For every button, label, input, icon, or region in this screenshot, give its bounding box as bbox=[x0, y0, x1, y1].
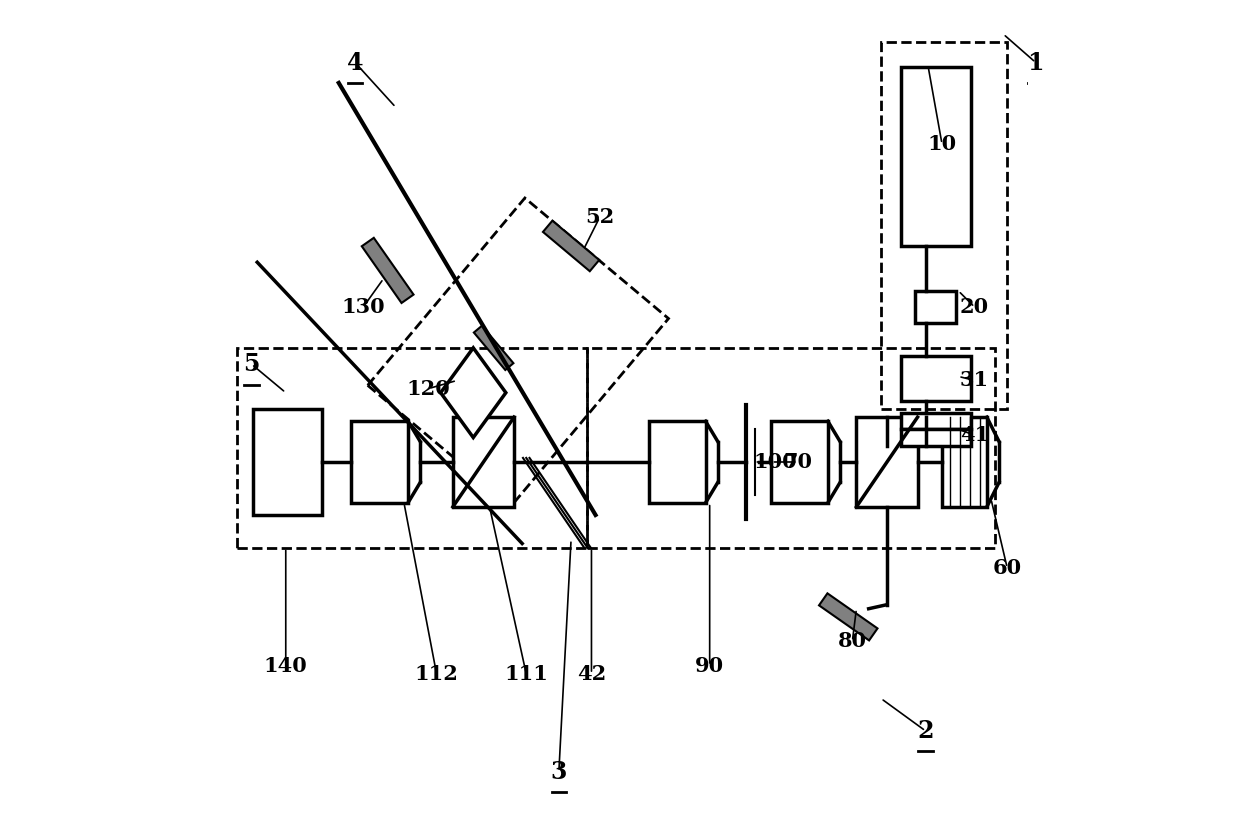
Text: 5: 5 bbox=[243, 353, 259, 376]
Text: 41: 41 bbox=[960, 425, 990, 445]
Bar bbox=[880, 43, 1007, 409]
Polygon shape bbox=[543, 221, 599, 272]
Text: 1: 1 bbox=[1028, 51, 1044, 74]
Bar bbox=[901, 413, 971, 429]
Text: 60: 60 bbox=[993, 558, 1022, 578]
Text: 4: 4 bbox=[347, 51, 363, 74]
Text: 112: 112 bbox=[414, 664, 459, 684]
Polygon shape bbox=[818, 593, 878, 640]
Bar bbox=[901, 66, 971, 246]
Text: 10: 10 bbox=[928, 134, 956, 154]
Bar bbox=[915, 290, 956, 323]
Bar bbox=[942, 417, 987, 507]
Text: 140: 140 bbox=[264, 656, 308, 676]
Polygon shape bbox=[474, 326, 513, 370]
Bar bbox=[857, 417, 918, 507]
Text: 2: 2 bbox=[918, 719, 934, 743]
Bar bbox=[649, 421, 706, 503]
Bar bbox=[253, 409, 322, 515]
Bar bbox=[453, 417, 515, 507]
Text: 52: 52 bbox=[585, 208, 614, 227]
Text: 20: 20 bbox=[960, 297, 990, 317]
Text: 80: 80 bbox=[838, 631, 867, 651]
Text: 130: 130 bbox=[341, 297, 384, 317]
Bar bbox=[351, 421, 408, 503]
Bar bbox=[237, 348, 588, 547]
Bar bbox=[771, 421, 828, 503]
Bar bbox=[588, 348, 994, 547]
Text: 3: 3 bbox=[551, 760, 567, 784]
Text: 42: 42 bbox=[577, 664, 606, 684]
Bar bbox=[901, 356, 971, 401]
Bar bbox=[901, 429, 971, 446]
Text: 90: 90 bbox=[696, 656, 724, 676]
Text: 111: 111 bbox=[505, 664, 548, 684]
Polygon shape bbox=[362, 238, 414, 303]
Text: 120: 120 bbox=[407, 379, 450, 398]
Text: 31: 31 bbox=[960, 371, 990, 390]
Text: 100: 100 bbox=[753, 452, 797, 472]
Polygon shape bbox=[440, 348, 506, 438]
Text: 70: 70 bbox=[784, 452, 812, 472]
